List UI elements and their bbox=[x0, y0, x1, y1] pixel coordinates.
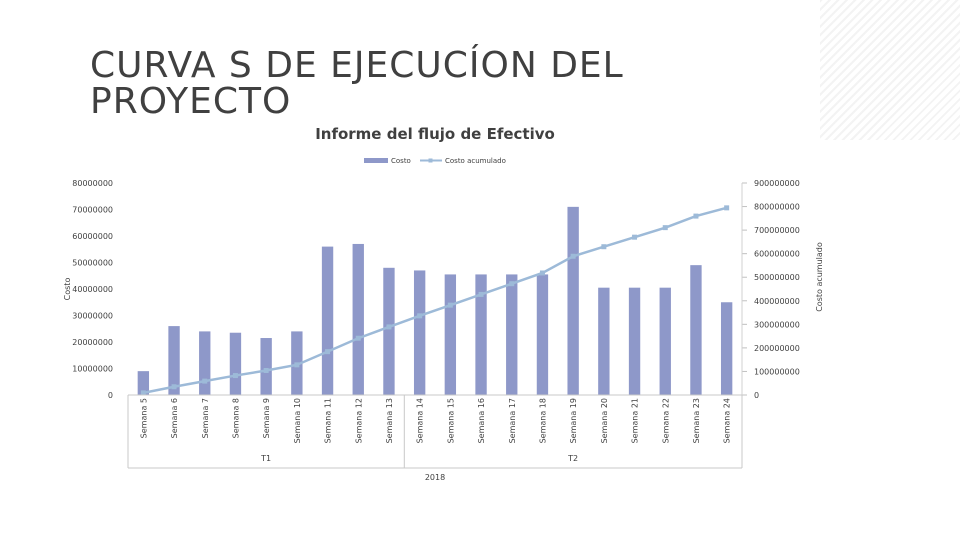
x-tick-label: Semana 14 bbox=[416, 398, 425, 443]
y2-tick-label: 800000000 bbox=[754, 203, 800, 212]
group-label: T1 bbox=[260, 454, 271, 463]
x-tick-label: Semana 19 bbox=[569, 398, 578, 443]
point-costo-acumulado bbox=[263, 368, 269, 374]
bar-costo bbox=[659, 287, 671, 395]
x-tick-label: Semana 23 bbox=[692, 398, 701, 443]
point-costo-acumulado bbox=[386, 324, 392, 330]
point-costo-acumulado bbox=[570, 253, 576, 259]
corner-decoration bbox=[820, 0, 960, 140]
bar-costo bbox=[444, 274, 457, 395]
x-tick-label: Semana 8 bbox=[231, 398, 240, 438]
y2-tick-label: 900000000 bbox=[754, 179, 800, 188]
x-tick-label: Semana 12 bbox=[354, 398, 363, 443]
bar-costo bbox=[137, 371, 150, 395]
x-tick-label: Semana 16 bbox=[477, 398, 486, 443]
x-tick-label: Semana 17 bbox=[508, 398, 517, 443]
x-tick-label: Semana 6 bbox=[170, 398, 179, 438]
point-costo-acumulado bbox=[355, 335, 361, 341]
x-tick-label: Semana 22 bbox=[661, 398, 670, 443]
y2-tick-label: 500000000 bbox=[754, 273, 800, 282]
x-tick-label: Semana 24 bbox=[723, 398, 732, 443]
y-tick-label: 70000000 bbox=[72, 206, 113, 215]
x-tick-label: Semana 7 bbox=[201, 398, 210, 438]
bar-costo bbox=[506, 274, 518, 395]
line-costo-acumulado bbox=[143, 206, 727, 395]
x-tick-label: Semana 18 bbox=[538, 398, 547, 443]
bar-costo bbox=[321, 246, 334, 395]
point-costo-acumulado bbox=[447, 302, 453, 308]
bar-costo bbox=[229, 332, 242, 395]
chart-title: Informe del flujo de Efectivo bbox=[315, 125, 555, 143]
x-tick-label: Semana 21 bbox=[631, 398, 640, 443]
x-tick-label: Semana 10 bbox=[293, 398, 302, 443]
x-tick-label: Semana 13 bbox=[385, 398, 394, 443]
point-costo-acumulado bbox=[601, 244, 607, 250]
point-costo-acumulado bbox=[632, 234, 638, 240]
legend-label-costo-acumulado: Costo acumulado bbox=[445, 157, 506, 165]
year-label: 2018 bbox=[425, 473, 445, 482]
y2-tick-label: 100000000 bbox=[754, 367, 800, 376]
bar-costo bbox=[352, 243, 364, 395]
bar-costo bbox=[413, 270, 426, 395]
bar-costo bbox=[690, 265, 702, 395]
bar-costo bbox=[628, 287, 641, 395]
y-tick-label: 60000000 bbox=[72, 232, 113, 241]
y-tick-label: 0 bbox=[108, 391, 113, 400]
bar-costo bbox=[168, 326, 180, 395]
point-costo-acumulado bbox=[509, 281, 515, 287]
x-tick-label: Semana 11 bbox=[324, 398, 333, 443]
slide-title: CURVA S DE EJECUCÍON DEL PROYECTO bbox=[90, 45, 624, 122]
bar-costo bbox=[260, 338, 272, 395]
point-costo-acumulado bbox=[294, 362, 300, 368]
y2-tick-label: 600000000 bbox=[754, 250, 800, 259]
x-tick-label: Semana 9 bbox=[262, 398, 271, 438]
point-costo-acumulado bbox=[693, 213, 699, 219]
y-tick-label: 20000000 bbox=[72, 338, 113, 347]
point-costo-acumulado bbox=[539, 270, 545, 276]
group-label: T2 bbox=[567, 454, 578, 463]
y-tick-label: 50000000 bbox=[72, 259, 113, 268]
bar-costo bbox=[383, 267, 395, 395]
y2-axis-title: Costo acumulado bbox=[815, 242, 824, 312]
y-tick-label: 80000000 bbox=[72, 179, 113, 188]
point-costo-acumulado bbox=[202, 378, 208, 384]
point-costo-acumulado bbox=[662, 225, 668, 231]
legend-swatch-costo bbox=[364, 158, 388, 163]
bar-costo bbox=[475, 274, 487, 395]
y2-tick-label: 400000000 bbox=[754, 297, 800, 306]
y-axis-title: Costo bbox=[63, 278, 72, 301]
bar-costo bbox=[536, 274, 549, 395]
bar-costo bbox=[598, 287, 610, 395]
x-tick-label: Semana 5 bbox=[139, 398, 148, 438]
point-costo-acumulado bbox=[478, 291, 484, 297]
bar-costo bbox=[199, 331, 211, 395]
y-tick-label: 10000000 bbox=[72, 365, 113, 374]
x-tick-label: Semana 15 bbox=[446, 398, 455, 443]
legend-label-costo: Costo bbox=[391, 157, 411, 165]
y2-tick-label: 700000000 bbox=[754, 226, 800, 235]
point-costo-acumulado bbox=[325, 349, 331, 355]
bar-costo bbox=[720, 302, 733, 395]
point-costo-acumulado bbox=[232, 373, 238, 379]
y2-tick-label: 0 bbox=[754, 391, 759, 400]
point-costo-acumulado bbox=[724, 205, 730, 211]
y-tick-label: 30000000 bbox=[72, 312, 113, 321]
point-costo-acumulado bbox=[171, 384, 177, 390]
point-costo-acumulado bbox=[417, 313, 423, 319]
y-tick-label: 40000000 bbox=[72, 285, 113, 294]
legend-marker-costo-acumulado bbox=[428, 158, 433, 163]
y2-tick-label: 300000000 bbox=[754, 320, 800, 329]
y2-tick-label: 200000000 bbox=[754, 344, 800, 353]
x-tick-label: Semana 20 bbox=[600, 398, 609, 443]
point-costo-acumulado bbox=[140, 390, 146, 396]
bar-costo bbox=[567, 206, 579, 395]
